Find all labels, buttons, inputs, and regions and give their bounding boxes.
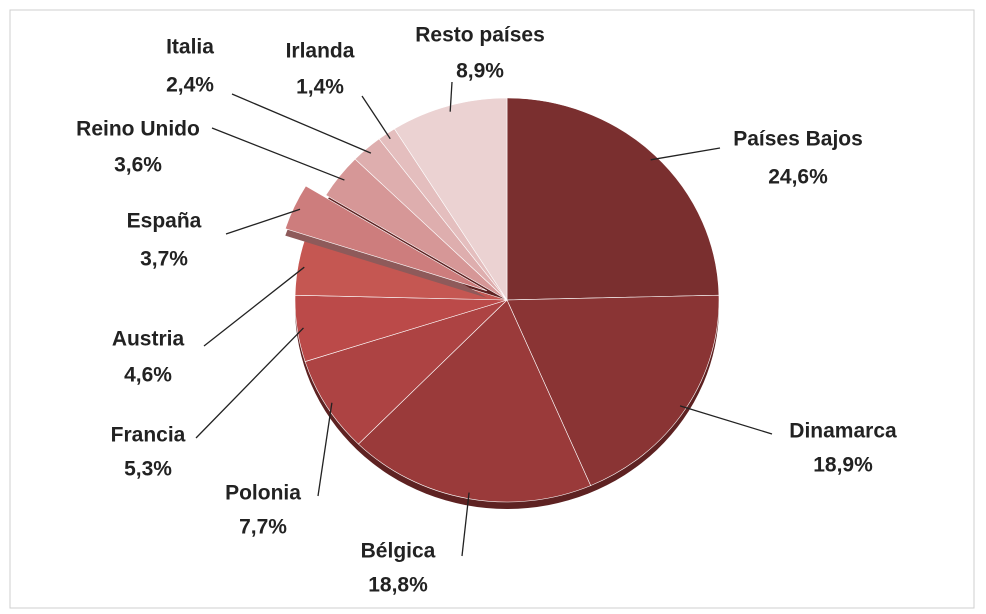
slice xyxy=(506,97,720,301)
slice-label: España xyxy=(127,210,202,233)
slice-label: Polonia xyxy=(225,482,301,505)
slice-label: Bélgica xyxy=(361,540,436,563)
slice-label: Resto países xyxy=(415,24,545,47)
leader-line xyxy=(195,327,304,439)
slice xyxy=(304,299,508,445)
slice-label: Dinamarca xyxy=(789,420,897,443)
slice-value: 18,9% xyxy=(813,454,873,477)
slice-value: 3,7% xyxy=(140,248,188,271)
slice xyxy=(284,185,488,292)
slice-label: Francia xyxy=(111,424,186,447)
slice-value: 4,6% xyxy=(124,364,172,387)
leader-line xyxy=(317,402,333,497)
leader-line xyxy=(203,266,305,347)
slice-label: Reino Unido xyxy=(76,118,200,141)
slice-value: 8,9% xyxy=(456,60,504,83)
slice-value: 24,6% xyxy=(768,166,828,189)
slice-label: Austria xyxy=(112,328,185,351)
slice xyxy=(394,97,508,302)
slice xyxy=(506,294,720,486)
leader-line xyxy=(650,147,721,161)
leader-line xyxy=(361,95,391,140)
leader-line xyxy=(225,208,301,235)
leader-line xyxy=(449,81,453,112)
slice-value: 18,8% xyxy=(368,574,428,597)
leader-line xyxy=(231,93,372,154)
slice-value: 7,7% xyxy=(239,516,287,539)
slice-label: Irlanda xyxy=(286,40,355,63)
leader-line xyxy=(211,127,345,181)
leader-line xyxy=(679,405,773,435)
slice-value: 3,6% xyxy=(114,154,162,177)
slice-value: 2,4% xyxy=(166,74,214,97)
leader-line xyxy=(461,492,470,557)
slice-value: 5,3% xyxy=(124,458,172,481)
slice-label: Italia xyxy=(166,36,214,59)
slice-value: 1,4% xyxy=(296,76,344,99)
slice-label: Países Bajos xyxy=(733,128,863,151)
